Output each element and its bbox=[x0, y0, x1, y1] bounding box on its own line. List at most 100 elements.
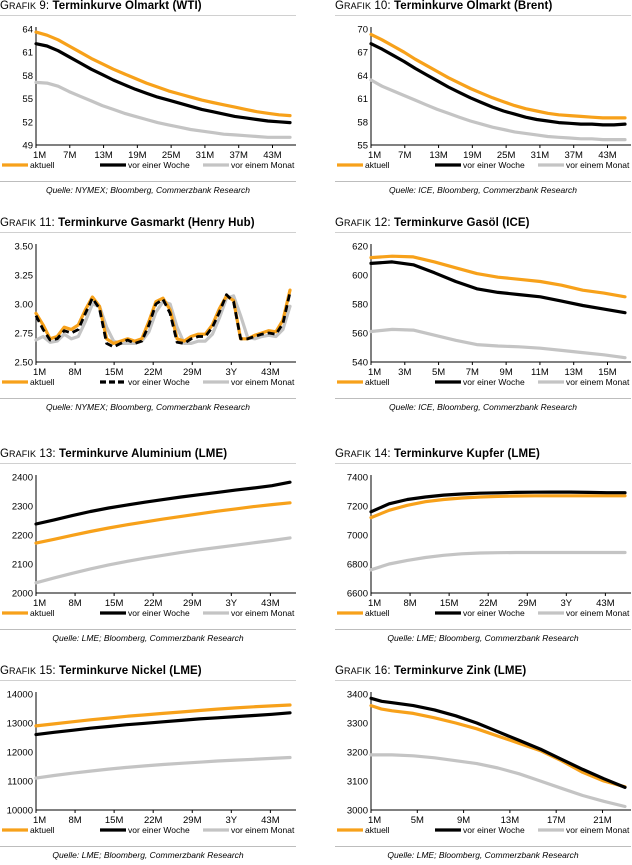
y-tick-label: 2000 bbox=[12, 589, 33, 600]
chart-panel-gasoel: GRAFIK 12: Terminkurve Gasöl (ICE) 540 560… bbox=[335, 217, 631, 417]
legend-label-woche: vor einer Woche bbox=[463, 160, 525, 170]
chart-title-text: Terminkurve Zink (LME) bbox=[393, 665, 527, 677]
y-tick-label: 2.50 bbox=[15, 358, 34, 369]
x-tick-label: 29M bbox=[183, 367, 202, 378]
y-tick-label: 620 bbox=[352, 242, 368, 253]
grafik-number: 15: bbox=[36, 665, 59, 677]
line-chart-zink: 3000 3100 3200 3300 3400 1M 5M 9M 13M 17M 21M aktue… bbox=[337, 690, 631, 835]
x-tick-label: 43M bbox=[261, 598, 280, 609]
y-tick-label: 64 bbox=[357, 71, 368, 82]
x-tick-label: 22M bbox=[144, 367, 163, 378]
chart-panel-kupfer: GRAFIK 14: Terminkurve Kupfer (LME) 6600 6… bbox=[335, 448, 631, 648]
x-tick-label: 15M bbox=[105, 815, 124, 826]
series-line-monat bbox=[369, 753, 627, 809]
y-tick-label: 61 bbox=[357, 94, 368, 105]
legend-label-aktuell: aktuell bbox=[365, 608, 390, 618]
y-tick-label: 3300 bbox=[347, 719, 368, 730]
x-tick-label: 8M bbox=[68, 815, 81, 826]
grafik-label-rest: RAFIK bbox=[9, 449, 37, 459]
grafik-label-initial: G bbox=[335, 665, 345, 677]
series-line-woche bbox=[34, 42, 292, 125]
x-tick-label: 3M bbox=[398, 367, 411, 378]
x-tick-label: 1M bbox=[33, 598, 46, 609]
line-chart-henryhub: 2.50 2.75 3.00 3.25 3.50 1M 8M 15M 22M 29M 3Y 43M ak… bbox=[2, 242, 296, 387]
series-line-aktuell bbox=[369, 494, 627, 520]
y-tick-label: 3000 bbox=[347, 806, 368, 817]
x-tick-label: 1M bbox=[368, 815, 381, 826]
x-tick-label: 37M bbox=[229, 150, 248, 161]
x-tick-label: 29M bbox=[518, 598, 537, 609]
x-tick-label: 3Y bbox=[226, 815, 238, 826]
x-tick-label: 1M bbox=[33, 367, 46, 378]
bottom-divider bbox=[335, 181, 631, 182]
legend-label-woche: vor einer Woche bbox=[463, 608, 525, 618]
x-tick-label: 37M bbox=[564, 150, 583, 161]
legend-label-woche: vor einer Woche bbox=[463, 825, 525, 835]
y-tick-label: 540 bbox=[352, 358, 368, 369]
legend-label-aktuell: aktuell bbox=[365, 825, 390, 835]
y-tick-label: 6800 bbox=[347, 560, 368, 571]
legend-label-monat: vor einem Monat bbox=[231, 377, 295, 387]
y-tick-label: 55 bbox=[357, 141, 368, 152]
x-tick-label: 7M bbox=[63, 150, 76, 161]
x-tick-label: 19M bbox=[463, 150, 482, 161]
y-tick-label: 2400 bbox=[12, 473, 33, 484]
chart-title-text: Terminkurve Aluminium (LME) bbox=[58, 448, 228, 460]
x-tick-label: 5M bbox=[432, 367, 445, 378]
y-tick-label: 3400 bbox=[347, 690, 368, 701]
legend-label-aktuell: aktuell bbox=[30, 160, 55, 170]
y-tick-label: 3.50 bbox=[15, 242, 34, 253]
legend-label-woche: vor einer Woche bbox=[128, 377, 190, 387]
y-tick-label: 7200 bbox=[347, 502, 368, 513]
chart-title: GRAFIK 10: Terminkurve Ölmarkt (Brent) bbox=[335, 0, 552, 12]
x-tick-label: 15M bbox=[598, 367, 617, 378]
y-tick-label: 55 bbox=[22, 94, 33, 105]
chart-title-text: Terminkurve Nickel (LME) bbox=[58, 665, 202, 677]
grafik-number: 11: bbox=[36, 217, 59, 229]
y-tick-label: 2200 bbox=[12, 531, 33, 542]
x-tick-label: 43M bbox=[596, 598, 615, 609]
y-tick-label: 58 bbox=[22, 71, 33, 82]
chart-title-text: Terminkurve Gasöl (ICE) bbox=[393, 217, 530, 229]
x-tick-label: 25M bbox=[162, 150, 181, 161]
grafik-label-initial: G bbox=[0, 217, 10, 229]
chart-title-text: Terminkurve Gasmarkt (Henry Hub) bbox=[58, 217, 255, 229]
y-tick-label: 2.75 bbox=[15, 329, 34, 340]
chart-title: GRAFIK 9: Terminkurve Ölmarkt (WTI) bbox=[0, 0, 202, 12]
x-tick-label: 7M bbox=[466, 367, 479, 378]
x-tick-label: 22M bbox=[144, 598, 163, 609]
chart-title: GRAFIK 13: Terminkurve Aluminium (LME) bbox=[0, 448, 227, 460]
x-tick-label: 25M bbox=[497, 150, 516, 161]
x-tick-label: 43M bbox=[261, 367, 280, 378]
legend-label-monat: vor einem Monat bbox=[566, 160, 630, 170]
grafik-label-initial: G bbox=[0, 0, 10, 12]
series-line-woche bbox=[34, 711, 292, 737]
grafik-label-initial: G bbox=[335, 217, 345, 229]
x-tick-label: 15M bbox=[440, 598, 459, 609]
y-tick-label: 7000 bbox=[347, 531, 368, 542]
line-chart-kupfer: 6600 6800 7000 7200 7400 1M 8M 15M 22M 29M 3Y 43M ak… bbox=[337, 473, 631, 618]
x-tick-label: 9M bbox=[457, 815, 470, 826]
bottom-divider bbox=[0, 398, 296, 399]
x-tick-label: 1M bbox=[368, 367, 381, 378]
x-tick-label: 19M bbox=[128, 150, 147, 161]
y-tick-label: 580 bbox=[352, 300, 368, 311]
x-tick-label: 22M bbox=[479, 598, 498, 609]
x-tick-label: 3Y bbox=[226, 367, 238, 378]
x-tick-label: 43M bbox=[263, 150, 282, 161]
x-tick-label: 11M bbox=[531, 367, 549, 378]
legend-label-woche: vor einer Woche bbox=[128, 608, 190, 618]
chart-panel-aluminium: GRAFIK 13: Terminkurve Aluminium (LME) 20… bbox=[0, 448, 296, 648]
bottom-divider bbox=[0, 629, 296, 630]
y-tick-label: 70 bbox=[357, 25, 368, 36]
grafik-label-rest: RAFIK bbox=[9, 218, 37, 228]
chart-title-text: Terminkurve Ölmarkt (Brent) bbox=[393, 0, 553, 12]
x-tick-label: 29M bbox=[183, 598, 202, 609]
series-line-woche bbox=[369, 42, 627, 127]
series-line-woche bbox=[34, 480, 292, 526]
grafik-label-rest: RAFIK bbox=[344, 218, 372, 228]
x-tick-label: 13M bbox=[94, 150, 113, 161]
grafik-label-rest: RAFIK bbox=[9, 666, 37, 676]
chart-panel-zink: GRAFIK 16: Terminkurve Zink (LME) 3000 310… bbox=[335, 665, 631, 865]
series-line-monat bbox=[369, 327, 627, 360]
